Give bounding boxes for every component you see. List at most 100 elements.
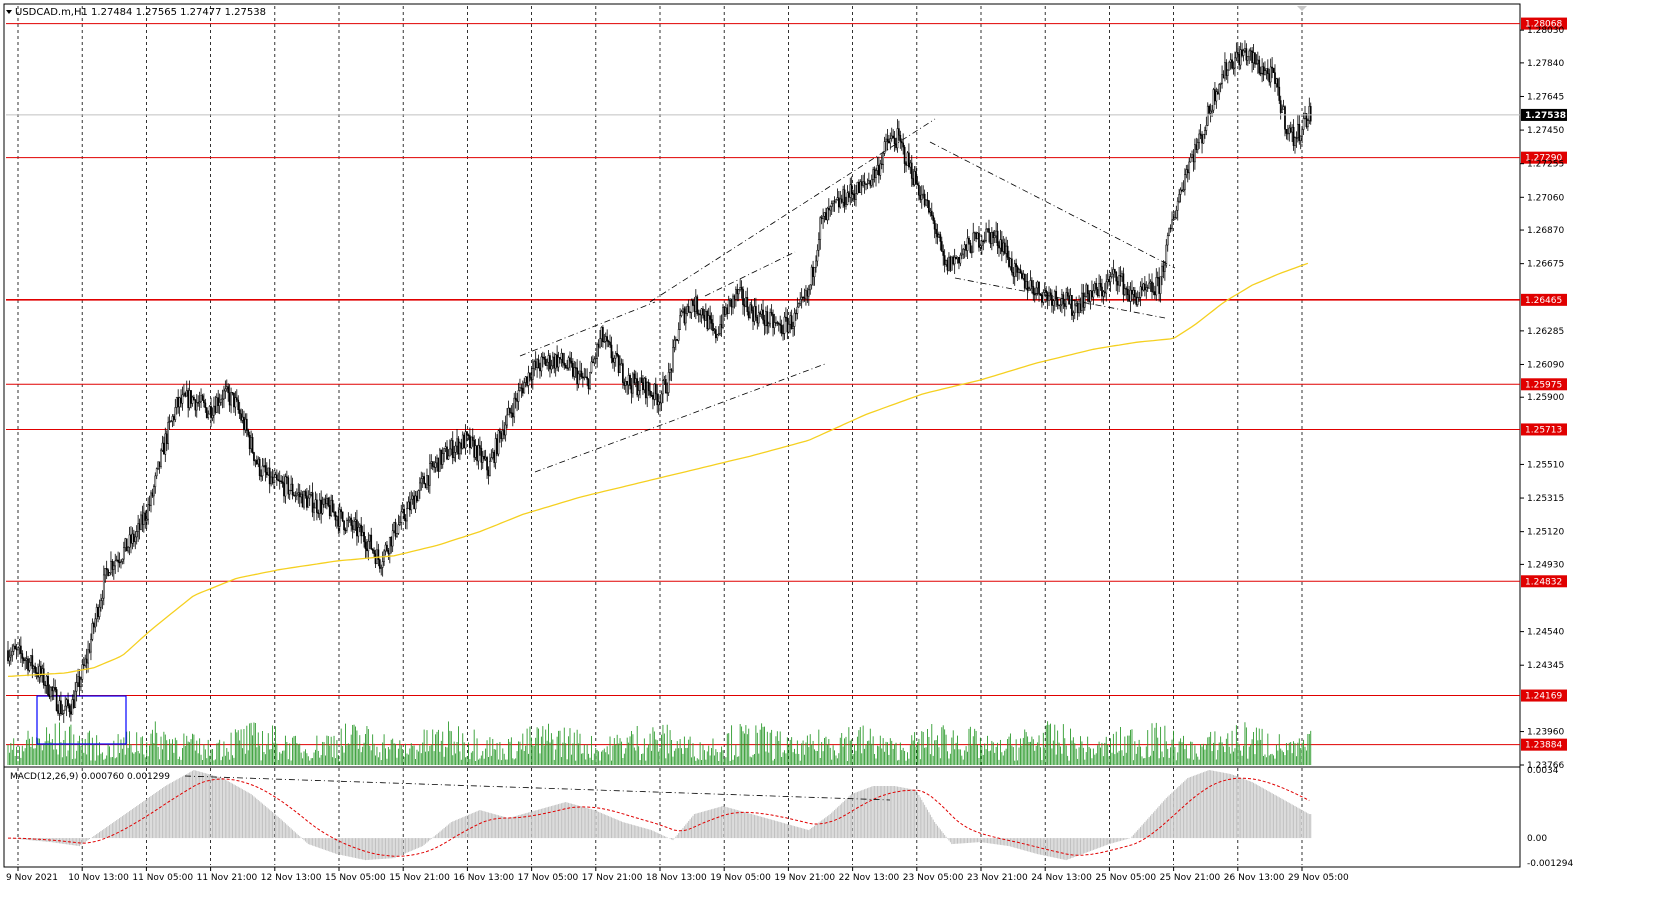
time-label: 19 Nov 05:00 (710, 873, 771, 883)
candle-body (1231, 59, 1233, 69)
candle-body (1105, 281, 1108, 294)
candle-body (885, 138, 887, 142)
candle-body (1063, 303, 1066, 307)
candle-body (231, 392, 234, 394)
candle-body (306, 495, 308, 508)
candle-body (1121, 273, 1123, 278)
candle-body (1025, 281, 1028, 289)
trend-line[interactable] (704, 251, 796, 297)
candle-body (563, 362, 566, 366)
candle-body (656, 393, 659, 406)
candle-body (852, 193, 854, 195)
candle-body (1279, 100, 1282, 113)
candle-body (858, 182, 860, 193)
candle-body (996, 230, 999, 246)
time-axis[interactable]: 9 Nov 2021 10 Nov 13:00 11 Nov 05:00 11 Nov… (6, 867, 1349, 883)
candle-body (1032, 286, 1035, 295)
macd-divergence-line[interactable] (184, 775, 891, 801)
candle-body (835, 199, 837, 203)
candle-body (337, 516, 340, 527)
candle-body (783, 316, 786, 334)
candle-body (416, 495, 418, 502)
candle-body (283, 482, 285, 497)
candle-body (517, 390, 520, 402)
candle-body (1058, 304, 1060, 307)
horizontal-levels[interactable]: 1.28068 1.27290 1.26465 1.25975 1.25713 1.248… (6, 17, 1567, 751)
candle-body (653, 383, 656, 400)
candle-body (1112, 269, 1115, 275)
trend-line[interactable] (649, 118, 936, 303)
candle-body (949, 256, 952, 271)
candle-body (1018, 269, 1020, 273)
candle-body (1208, 105, 1211, 114)
candle-body (254, 460, 257, 462)
candle-body (1088, 293, 1090, 302)
candle-body (258, 458, 261, 476)
candle-body (24, 659, 27, 662)
candle-body (1151, 281, 1153, 293)
candle-body (634, 378, 637, 384)
candle-body (14, 645, 17, 650)
candle-body (338, 509, 341, 527)
level-label-bg (1521, 17, 1567, 30)
trend-line[interactable] (954, 277, 1166, 319)
candle-body (1142, 283, 1145, 291)
candle-body (50, 687, 52, 698)
trend-lines[interactable] (519, 118, 1176, 473)
macd-axis-label: -0.001294 (1527, 859, 1573, 869)
candle-body (1028, 288, 1030, 291)
candle-body (104, 568, 107, 576)
candle-body (935, 228, 937, 234)
time-label: 15 Nov 05:00 (325, 873, 386, 883)
price-axis[interactable]: 1.28030 1.27840 1.27645 1.27450 1.27255 1.270… (6, 26, 1567, 771)
candle-body (890, 135, 893, 139)
candle-body (195, 402, 198, 411)
candle-body (632, 373, 634, 394)
candle-body (1146, 287, 1149, 289)
candle-body (1169, 227, 1172, 230)
candle-body (773, 322, 776, 328)
candle-body (715, 329, 717, 339)
candle-body (530, 377, 533, 380)
candle-body (62, 709, 65, 714)
candle-body (529, 372, 531, 378)
candle-body (1036, 281, 1039, 289)
candle-body (363, 531, 365, 543)
candle-body (520, 387, 523, 389)
candle-body (1242, 50, 1245, 56)
candle-body (847, 192, 850, 198)
price-label: 1.25510 (1527, 460, 1564, 470)
candle-body (709, 315, 711, 320)
candle-body (497, 430, 500, 455)
candle-body (434, 462, 437, 468)
price-panel[interactable] (3, 3, 1521, 768)
candle-body (657, 401, 660, 406)
shift-marker-icon[interactable] (1297, 6, 1307, 11)
candle-body (1272, 67, 1275, 73)
candle-body (67, 699, 69, 706)
candle-body (862, 181, 864, 186)
dropdown-arrow-icon[interactable] (6, 10, 12, 14)
candle-body (702, 308, 704, 316)
candle-body (930, 210, 933, 216)
candle-body (730, 298, 733, 308)
selection-box[interactable] (36, 695, 127, 745)
trend-line[interactable] (519, 301, 656, 357)
candle-body (816, 249, 819, 262)
candle-body (872, 169, 874, 180)
candle-body (1258, 59, 1261, 74)
candle-body (378, 559, 381, 569)
time-label: 9 Nov 2021 (6, 873, 58, 883)
candle-body (47, 675, 49, 696)
candle-body (447, 455, 450, 460)
candle-body (396, 533, 398, 537)
candle-body (1178, 194, 1181, 202)
candle-body (765, 311, 767, 326)
candle-body (31, 655, 34, 669)
candle-body (323, 498, 325, 505)
candle-body (8, 656, 11, 662)
candle-body (350, 517, 353, 526)
candle-body (603, 341, 606, 343)
candle-body (1096, 289, 1099, 297)
